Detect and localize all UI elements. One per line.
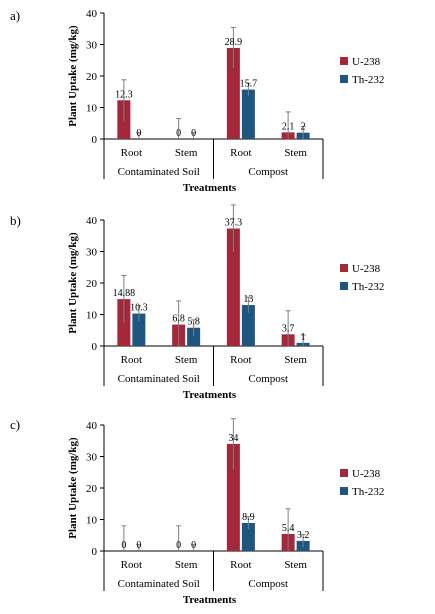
- legend-label: Th-232: [352, 74, 384, 86]
- data-label: 12.3: [115, 89, 133, 100]
- legend-label: U-238: [352, 56, 381, 68]
- y-tick-label: 0: [92, 546, 98, 558]
- x-axis-title: Treatments: [183, 389, 237, 401]
- legend-label: U-238: [352, 468, 381, 480]
- legend-swatch: [340, 57, 348, 65]
- data-label: 8.9: [242, 512, 255, 523]
- data-label: 0: [191, 128, 196, 139]
- y-tick-label: 20: [86, 71, 98, 83]
- y-axis-title: Plant Uptake (mg/kg): [67, 25, 79, 127]
- y-tick-label: 30: [86, 452, 98, 464]
- bar-u238: [226, 228, 240, 346]
- y-tick-label: 40: [86, 420, 98, 432]
- data-label: 2.1: [282, 121, 295, 132]
- data-label: 2: [301, 122, 306, 133]
- y-axis-title: Plant Uptake (mg/kg): [67, 232, 79, 334]
- data-label: 13: [243, 294, 253, 305]
- y-tick-label: 20: [86, 278, 98, 290]
- bar-th232: [241, 305, 255, 346]
- bar-th232: [241, 89, 255, 139]
- data-label: 0: [176, 128, 181, 139]
- data-label: 0: [136, 540, 141, 551]
- data-label: 0: [191, 540, 196, 551]
- x-category-label: Root: [121, 147, 142, 159]
- legend-label: Th-232: [352, 281, 384, 293]
- x-category-label: Root: [121, 559, 142, 571]
- x-category-label: Root: [121, 354, 142, 366]
- x-category-label: Stem: [175, 559, 198, 571]
- x-group-label: Compost: [248, 166, 288, 178]
- chart-panel-2: b) 0 10 20 30 40 Root Stem Root Stem Contaminated …: [10, 204, 384, 401]
- y-tick-label: 0: [92, 134, 98, 146]
- x-axis-title: Treatments: [183, 594, 237, 606]
- data-label: 0: [136, 128, 141, 139]
- y-tick-label: 0: [92, 341, 98, 353]
- data-label: 5.4: [282, 523, 295, 534]
- data-label: 34: [228, 433, 238, 444]
- data-label: 0: [176, 540, 181, 551]
- panel-label: c): [10, 417, 20, 432]
- y-tick-label: 40: [86, 8, 98, 20]
- y-tick-label: 30: [86, 247, 98, 259]
- x-category-label: Stem: [175, 147, 198, 159]
- y-tick-label: 20: [86, 483, 98, 495]
- data-label: 28.9: [225, 37, 243, 48]
- x-category-label: Stem: [284, 354, 307, 366]
- x-category-label: Root: [230, 559, 251, 571]
- panel-label: a): [10, 8, 20, 23]
- legend-swatch: [340, 75, 348, 83]
- y-axis-title: Plant Uptake (mg/kg): [67, 437, 79, 539]
- bar-u238: [226, 47, 240, 140]
- x-group-label: Compost: [248, 578, 288, 590]
- x-group-label: Compost: [248, 373, 288, 385]
- x-axis-title: Treatments: [183, 182, 237, 194]
- data-label: 6.8: [172, 314, 185, 325]
- x-category-label: Stem: [175, 354, 198, 366]
- x-group-label: Contaminated Soil: [118, 166, 200, 178]
- legend-swatch: [340, 487, 348, 495]
- legend-swatch: [340, 282, 348, 290]
- panel-label: b): [10, 213, 21, 228]
- y-tick-label: 10: [86, 515, 98, 527]
- bar-th232: [187, 327, 201, 346]
- bar-th232: [132, 313, 146, 346]
- legend-swatch: [340, 264, 348, 272]
- x-category-label: Stem: [284, 147, 307, 159]
- legend-label: U-238: [352, 263, 381, 275]
- chart-panel-3: c) 0 10 20 30 40 Root Stem Root Stem Contaminated …: [10, 417, 384, 606]
- y-tick-label: 10: [86, 310, 98, 322]
- x-category-label: Root: [230, 354, 251, 366]
- x-group-label: Contaminated Soil: [118, 373, 200, 385]
- data-label: 10.3: [130, 303, 148, 314]
- data-label: 3.2: [297, 530, 310, 541]
- legend-swatch: [340, 469, 348, 477]
- bar-th232: [241, 522, 255, 551]
- data-label: 3.7: [282, 323, 295, 334]
- x-category-label: Root: [230, 147, 251, 159]
- data-label: 1: [301, 332, 306, 343]
- y-tick-label: 30: [86, 40, 98, 52]
- data-label: 15.7: [240, 79, 258, 90]
- data-label: 0: [121, 540, 126, 551]
- data-label: 14.88: [113, 288, 136, 299]
- x-category-label: Stem: [284, 559, 307, 571]
- y-tick-label: 10: [86, 103, 98, 115]
- data-label: 37.3: [225, 218, 243, 229]
- data-label: 5.8: [187, 317, 200, 328]
- legend-label: Th-232: [352, 486, 384, 498]
- y-tick-label: 40: [86, 215, 98, 227]
- x-group-label: Contaminated Soil: [118, 578, 200, 590]
- bar-u238: [226, 443, 240, 551]
